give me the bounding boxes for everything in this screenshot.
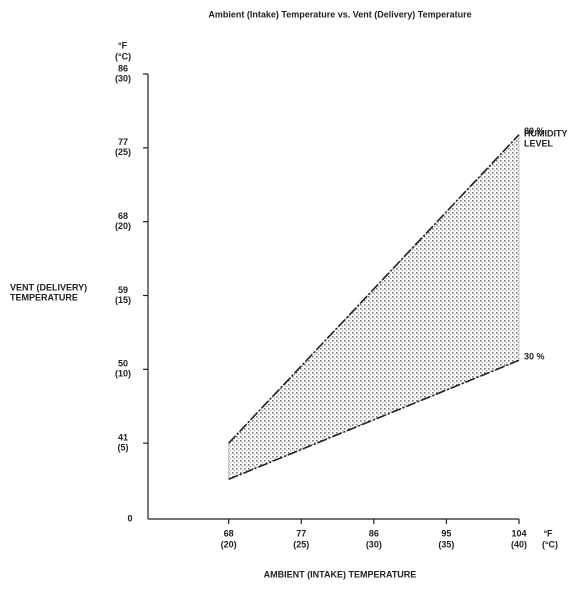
y-tick-label-c: (15) bbox=[115, 295, 131, 305]
x-tick-label: 77 bbox=[296, 528, 306, 538]
humidity-band bbox=[228, 134, 520, 480]
y-tick-label-c: (30) bbox=[115, 73, 131, 83]
series-line bbox=[228, 359, 520, 481]
y-axis-label: VENT (DELIVERY) bbox=[10, 282, 87, 292]
y-tick-label: 59 bbox=[118, 285, 128, 295]
x-tick-label-c: (35) bbox=[438, 539, 454, 549]
x-tick-label: 68 bbox=[224, 528, 234, 538]
y-tick-label: 50 bbox=[118, 359, 128, 369]
y-tick-label: 77 bbox=[118, 137, 128, 147]
y-tick-label-c: (10) bbox=[115, 369, 131, 379]
legend-title: LEVEL bbox=[524, 138, 554, 148]
legend-label: 30 % bbox=[524, 352, 545, 362]
y-tick-label-c: (25) bbox=[115, 147, 131, 157]
x-tick-label-c: (25) bbox=[293, 539, 309, 549]
x-unit: (°C) bbox=[542, 539, 558, 549]
x-tick-label: 104 bbox=[511, 528, 526, 538]
x-tick-label-c: (30) bbox=[366, 539, 382, 549]
legend-label: 80 % bbox=[524, 126, 545, 136]
y-axis-label: TEMPERATURE bbox=[10, 292, 78, 302]
y-unit: (°C) bbox=[115, 51, 131, 61]
origin-label: 0 bbox=[127, 513, 132, 523]
y-tick-label: 41 bbox=[118, 433, 128, 443]
x-axis-label: AMBIENT (INTAKE) TEMPERATURE bbox=[264, 569, 417, 579]
x-tick-label-c: (20) bbox=[221, 539, 237, 549]
x-unit: °F bbox=[543, 528, 553, 538]
y-unit: °F bbox=[118, 40, 128, 50]
y-tick-label: 68 bbox=[118, 211, 128, 221]
y-tick-label-c: (20) bbox=[115, 221, 131, 231]
y-tick-label: 86 bbox=[118, 63, 128, 73]
legend-title: HUMIDITY bbox=[524, 128, 568, 138]
x-tick-label-c: (40) bbox=[511, 539, 527, 549]
x-tick-label: 86 bbox=[369, 528, 379, 538]
series-line bbox=[228, 134, 520, 444]
x-tick-label: 95 bbox=[441, 528, 451, 538]
y-tick-label-c: (5) bbox=[118, 443, 129, 453]
chart-title: Ambient (Intake) Temperature vs. Vent (D… bbox=[208, 9, 471, 19]
